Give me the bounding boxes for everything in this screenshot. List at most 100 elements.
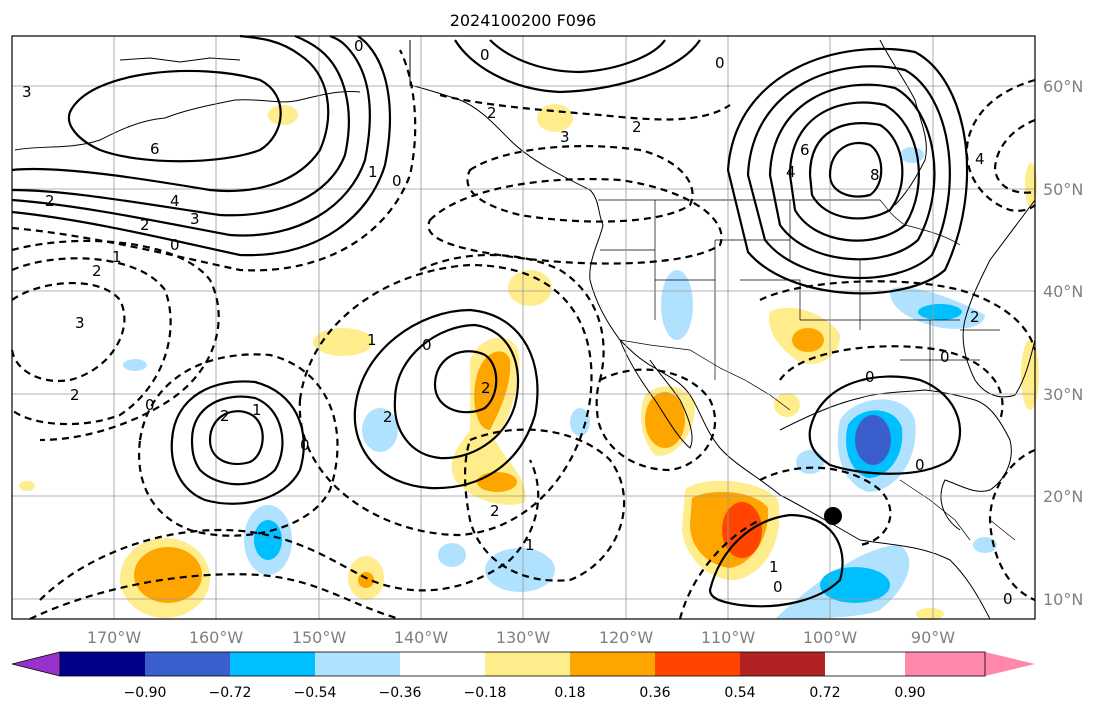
contour-negative [993, 118, 1036, 194]
contour-label: 4 [975, 150, 985, 168]
contour-negative [595, 368, 716, 472]
contour-label: 2 [220, 407, 230, 425]
coastlines [14, 39, 1036, 620]
contour-lines [10, 34, 1037, 621]
contour-label: 1 [525, 536, 535, 554]
lon-label: 160°W [189, 628, 244, 647]
shade-negative-region [362, 408, 398, 452]
lon-label: 170°W [87, 628, 142, 647]
contour-label: 0 [940, 348, 950, 366]
contour-label: 3 [560, 128, 570, 146]
anomaly-shading [19, 104, 1039, 620]
contour-positive [393, 323, 520, 460]
contour-label: 6 [800, 141, 810, 159]
contour-positive [828, 141, 883, 198]
contour-negative [298, 263, 593, 537]
map-background [12, 36, 1035, 619]
map-panel: 3 6 4 3 2 2 0 1 2 3 2 0 1 0 0 0 2 1 2 1 … [10, 34, 1039, 621]
colorbar-tick-label: −0.90 [124, 685, 167, 701]
contour-positive [353, 308, 539, 490]
border-states-1 [654, 200, 980, 380]
contour-positive [67, 69, 282, 163]
contour-label: 6 [150, 140, 160, 158]
contour-negative [965, 78, 1036, 212]
colorbar-segment [400, 652, 485, 676]
colorbar-tick-label: −0.18 [464, 685, 507, 701]
contour-label: 4 [170, 192, 180, 210]
lon-label: 130°W [496, 628, 551, 647]
border-us-mexico [619, 339, 791, 411]
shade-negative-region [796, 450, 824, 474]
shade-positive-region [268, 105, 298, 125]
contour-positive [768, 83, 936, 261]
shade-positive-region [134, 547, 202, 603]
contour-label: 0 [392, 172, 402, 190]
shade-positive-region [645, 392, 685, 448]
colorbar-tick-label: 0.18 [554, 685, 585, 701]
colorbar: −0.90 −0.72 −0.54 −0.36 −0.18 0.18 0.36 … [11, 651, 1035, 701]
coastline-alaska [14, 91, 361, 151]
map-title: 2024100200 F096 [450, 11, 597, 30]
shade-negative-region [438, 543, 466, 567]
coastline-north-america [409, 40, 991, 620]
contour-negative [464, 428, 626, 582]
contour-positive [170, 380, 305, 505]
shade-positive-region [774, 393, 800, 417]
colorbar-segment [655, 652, 740, 676]
contour-label: 2 [481, 379, 491, 397]
contour-negative [759, 466, 892, 547]
map-frame [11, 35, 1036, 620]
lon-label: 150°W [292, 628, 347, 647]
lat-label: 40°N [1043, 282, 1083, 301]
shade-negative-region [570, 408, 590, 436]
contour-label: 0 [773, 578, 783, 596]
lon-label: 100°W [803, 628, 858, 647]
contour-label: 0 [865, 368, 875, 386]
shade-negative-region [820, 567, 890, 603]
colorbar-tick-labels: −0.90 −0.72 −0.54 −0.36 −0.18 0.18 0.36 … [124, 685, 926, 701]
coastline-baja [619, 339, 693, 449]
colorbar-segment [230, 652, 315, 676]
contour-label: 3 [190, 210, 200, 228]
colorbar-frame [59, 651, 986, 677]
colorbar-segment [60, 652, 145, 676]
lon-label: 90°W [911, 628, 955, 647]
contour-positive [808, 375, 962, 475]
contour-positive [11, 34, 330, 192]
lat-label: 10°N [1043, 590, 1083, 609]
contour-negative [779, 345, 1004, 421]
contour-negative [11, 49, 417, 272]
contour-negative [466, 144, 694, 223]
coastline-gulf [779, 389, 1012, 531]
shade-positive-region [474, 351, 511, 430]
contour-negative [29, 573, 401, 621]
contour-positive [190, 395, 284, 486]
contour-label: 0 [715, 54, 725, 72]
coastline-east [962, 199, 1036, 398]
colorbar-tick-label: 0.54 [724, 685, 755, 701]
colorbar-tick-label: −0.36 [379, 685, 422, 701]
shade-negative-region [254, 520, 282, 560]
contour-label: 1 [252, 401, 262, 419]
shade-positive-region [1025, 163, 1037, 207]
contour-negative [439, 93, 731, 121]
contour-label: 0 [422, 336, 432, 354]
colorbar-segment [145, 652, 230, 676]
shade-negative-region [900, 147, 924, 163]
contour-negative [678, 519, 761, 620]
contour-positive [726, 47, 969, 295]
contour-label: 8 [870, 166, 880, 184]
lat-label: 20°N [1043, 487, 1083, 506]
longitude-labels: 170°W 160°W 150°W 140°W 130°W 120°W 110°… [87, 628, 955, 647]
contour-label: 2 [45, 192, 55, 210]
border-central-america [899, 479, 1016, 541]
lon-label: 120°W [599, 628, 654, 647]
colorbar-segment [570, 652, 655, 676]
contour-negative [988, 448, 1036, 602]
contour-negative [419, 253, 605, 381]
lon-label: 110°W [701, 628, 756, 647]
contour-label: 2 [490, 502, 500, 520]
contour-negative [39, 459, 540, 601]
contour-label: 0 [1003, 590, 1013, 608]
colorbar-segment [485, 652, 570, 676]
